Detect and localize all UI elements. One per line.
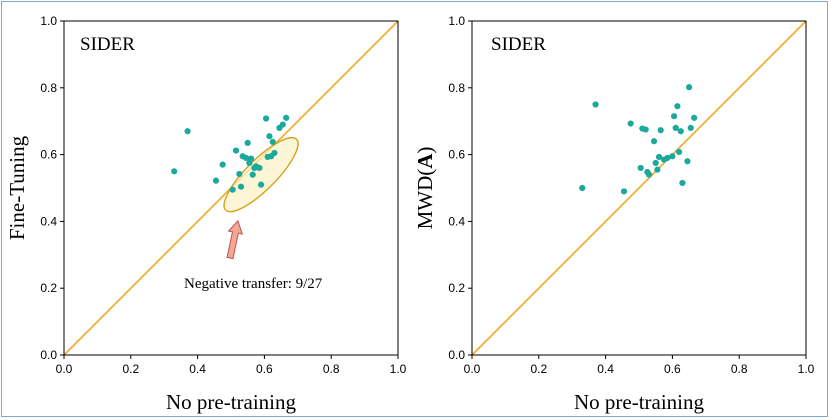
data-point — [642, 126, 649, 133]
y-tick-label: 0.8 — [448, 81, 465, 95]
x-tick-label: 1.0 — [390, 362, 407, 376]
data-point — [249, 171, 256, 178]
data-point — [236, 170, 243, 178]
data-point — [271, 149, 278, 157]
data-point — [232, 147, 240, 154]
data-point — [679, 179, 686, 187]
negative-transfer-arrow — [226, 219, 244, 260]
y-tick-label: 1.0 — [448, 14, 465, 28]
x-tick-label: 0.8 — [731, 362, 748, 376]
negative-transfer-ellipse — [223, 136, 299, 213]
data-point — [675, 148, 683, 156]
y-axis-label-prefix: MWD( — [413, 169, 437, 230]
y-tick-label: 0.2 — [40, 281, 57, 295]
x-tick-label: 0.6 — [256, 362, 273, 376]
x-tick-label: 1.0 — [798, 362, 815, 376]
y-tick-label: 0.6 — [40, 148, 57, 162]
y-tick-label: 0.8 — [40, 81, 57, 95]
data-point — [242, 154, 250, 162]
data-point — [684, 158, 691, 165]
y-axis-label-suffix: ) — [413, 147, 437, 154]
data-point — [672, 124, 679, 131]
x-tick-label: 0.0 — [464, 362, 481, 376]
data-point — [650, 138, 658, 145]
data-point — [579, 184, 586, 192]
x-tick-label: 0.4 — [189, 362, 206, 376]
x-axis-label: No pre-training — [166, 390, 297, 414]
data-point — [620, 188, 628, 195]
data-point — [219, 161, 226, 168]
x-tick-label: 0.2 — [122, 362, 139, 376]
axes-frame — [471, 20, 807, 356]
y-tick-label: 0.6 — [448, 148, 465, 162]
data-point — [269, 138, 276, 146]
data-point — [670, 113, 678, 120]
diagonal-line — [471, 20, 807, 356]
data-point — [691, 114, 698, 121]
data-point — [262, 115, 270, 122]
x-tick-label: 0.8 — [323, 362, 340, 376]
x-tick-label: 0.2 — [530, 362, 547, 376]
data-point — [687, 124, 694, 131]
y-tick-label: 0.0 — [40, 348, 57, 362]
x-axis-label: No pre-training — [574, 390, 705, 414]
data-point — [256, 164, 263, 172]
plot-layer — [471, 20, 807, 356]
panel-title: SIDER — [80, 34, 135, 55]
data-point — [654, 166, 661, 173]
y-tick-label: 0.4 — [448, 214, 465, 228]
y-tick-label: 0.2 — [448, 281, 465, 295]
axes-frame — [63, 20, 399, 356]
data-point — [655, 153, 663, 161]
x-tick-label: 0.4 — [597, 362, 614, 376]
tick-layer: 0.0 0.2 0.4 0.6 0.8 1.0 0.0 0.2 0.4 0.6 0.8 1.0 — [448, 14, 814, 376]
y-tick-label: 0.4 — [40, 214, 57, 228]
y-axis-label: MWD(A) — [413, 147, 437, 230]
plot-layer — [63, 20, 399, 356]
data-point — [674, 103, 681, 110]
negative-transfer-annotation: Negative transfer: 9/27 — [184, 276, 323, 292]
y-axis-label: Fine-Tuning — [5, 135, 29, 240]
data-point — [637, 164, 644, 172]
x-tick-label: 0.6 — [664, 362, 681, 376]
data-point — [652, 159, 659, 167]
data-point — [237, 183, 245, 190]
data-point — [184, 128, 191, 135]
data-point — [669, 153, 676, 160]
data-point — [244, 139, 251, 147]
panel-title: SIDER — [491, 34, 546, 55]
data-point — [664, 154, 671, 162]
data-point — [657, 127, 664, 134]
data-point — [212, 177, 220, 184]
data-point — [686, 84, 693, 91]
data-point — [266, 133, 273, 140]
tick-layer: 0.0 0.2 0.4 0.6 0.8 1.0 0.0 0.2 0.4 0.6 0.8 1.0 — [40, 14, 406, 376]
fine-tuning-panel: SIDER Negative transfer: 9/27 No pre-tra… — [5, 14, 407, 414]
data-point — [645, 171, 653, 178]
data-point — [279, 121, 286, 128]
data-point — [229, 186, 236, 193]
data-point — [283, 114, 290, 121]
data-point — [592, 101, 599, 108]
data-point — [257, 181, 265, 188]
mwd-panel: SIDER No pre-training MWD(A) 0.0 0.2 0.4 0.… — [413, 14, 815, 414]
x-tick-label: 0.0 — [56, 362, 73, 376]
data-point — [677, 128, 684, 135]
data-point — [171, 168, 178, 175]
y-axis-label-bold: A — [413, 153, 437, 169]
data-point — [627, 120, 634, 127]
y-tick-label: 1.0 — [40, 14, 57, 28]
data-point — [247, 155, 255, 162]
y-tick-label: 0.0 — [448, 348, 465, 362]
